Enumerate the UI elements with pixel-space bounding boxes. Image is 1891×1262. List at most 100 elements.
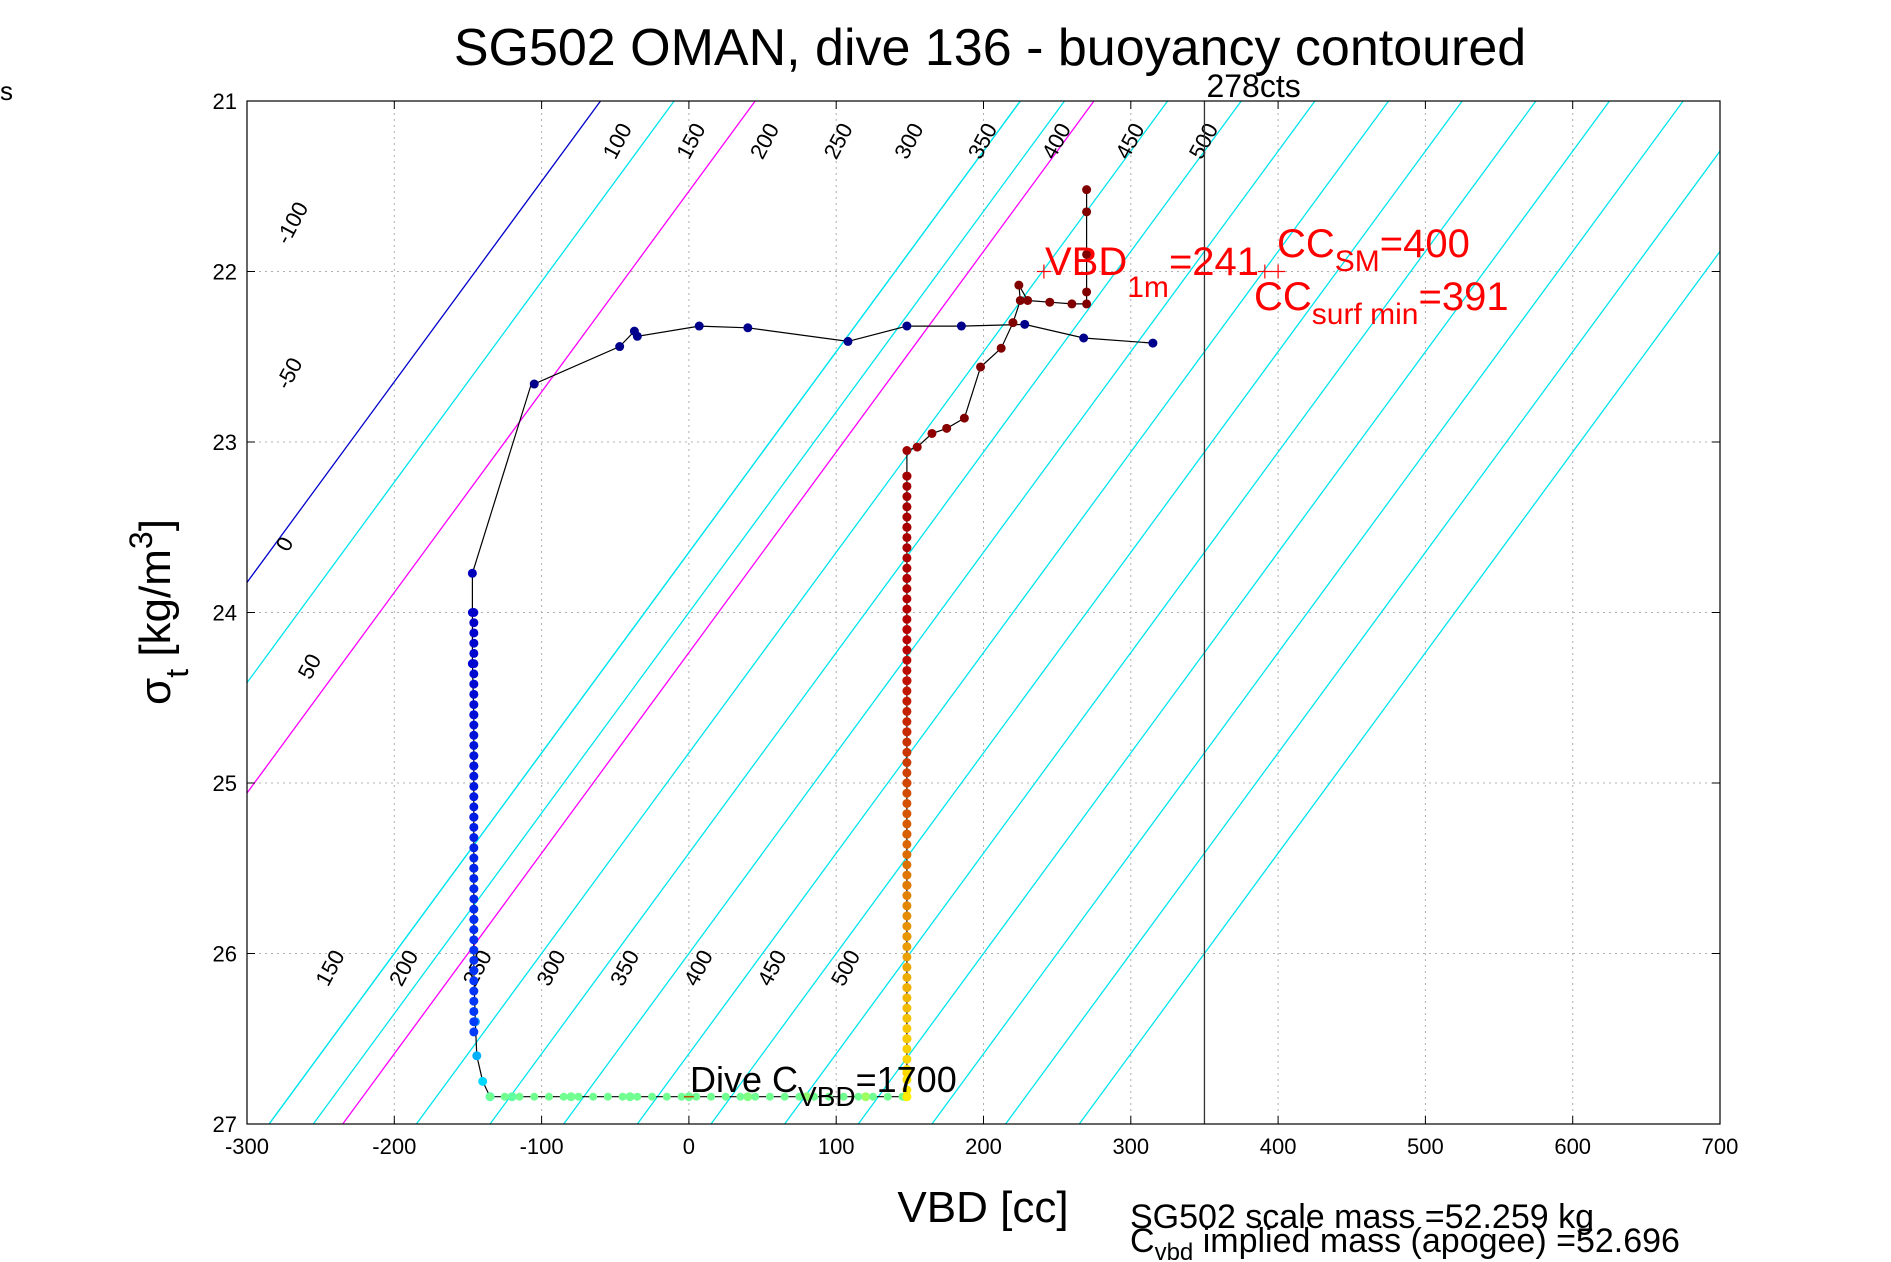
contour-line: [636, 101, 1390, 1124]
climb-point: [902, 747, 912, 757]
climb-point: [902, 635, 912, 645]
dive-point: [467, 568, 477, 578]
x-tick-label: 100: [818, 1134, 855, 1159]
cc-surf-min-main: CC: [1254, 275, 1312, 319]
dive-point: [469, 802, 479, 812]
y-tick-label: 21: [213, 89, 237, 114]
bottom-point: [500, 1092, 509, 1101]
implied-mass-label: Cvbd implied mass (apogee) =52.696: [1130, 1222, 1680, 1262]
x-tick-label: 0: [683, 1134, 695, 1159]
climb-point: [942, 423, 952, 433]
climb-point: [959, 413, 969, 423]
dive-point: [469, 935, 479, 945]
climb-point: [1082, 185, 1092, 195]
bottom-point: [869, 1092, 878, 1101]
dive-point: [469, 689, 479, 699]
surface-point: [843, 336, 853, 346]
climb-point: [902, 758, 912, 768]
dive-point: [469, 618, 479, 628]
x-tick-label: -200: [372, 1134, 416, 1159]
dive-point: [507, 1092, 517, 1102]
y-label-sup: 3: [123, 531, 159, 549]
contour-line: [857, 101, 1611, 1124]
climb-point: [902, 512, 912, 522]
climb-point: [902, 962, 912, 972]
contour-line: [710, 101, 1463, 1124]
contour-label: 0: [271, 533, 299, 556]
climb-point: [902, 1044, 912, 1054]
climb-point: [902, 1085, 912, 1095]
x-tick-label: 400: [1260, 1134, 1297, 1159]
axis-ticks: -300 -200 -100 0 100 200 300 400 500 600 700212223…: [213, 89, 1739, 1159]
climb-point: [902, 870, 912, 880]
dive-point: [469, 730, 479, 740]
x-tick-label: 300: [1112, 1134, 1149, 1159]
climb-point: [902, 446, 912, 456]
climb-point: [902, 1003, 912, 1013]
contour-label: 500: [1184, 119, 1223, 163]
climb-point: [902, 1024, 912, 1034]
climb-point: [976, 362, 986, 372]
climb-point: [902, 645, 912, 655]
x-axis-label: VBD [cc]: [897, 1183, 1068, 1232]
climb-point: [1082, 249, 1092, 259]
climb-point: [902, 993, 912, 1003]
y-tick-label: 23: [213, 430, 237, 455]
climb-point: [1008, 318, 1018, 328]
contour-line: [784, 101, 1537, 1124]
implied-main: C: [1130, 1222, 1155, 1260]
dive-point: [743, 1092, 753, 1102]
dive-point: [802, 1092, 812, 1102]
contour-label: 350: [963, 119, 1002, 163]
contour-label: 150: [310, 946, 349, 990]
y-tick-label: 25: [213, 771, 237, 796]
bottom-point: [618, 1092, 627, 1101]
contour-line: [268, 101, 1021, 1124]
climb-point: [902, 553, 912, 563]
climb-point: [902, 686, 912, 696]
bottom-point: [706, 1092, 715, 1101]
bottom-point: [633, 1092, 642, 1101]
dive-point: [469, 863, 479, 873]
x-tick-label: 600: [1554, 1134, 1591, 1159]
climb-point: [902, 584, 912, 594]
contour-label: 200: [384, 946, 423, 990]
contour-label: 450: [1110, 119, 1149, 163]
contour-label: 100: [598, 119, 637, 163]
y-axis-label: σt [kg/m3]: [123, 519, 195, 705]
dive-point: [472, 1051, 482, 1061]
bottom-point: [883, 1092, 892, 1101]
climb-point: [902, 502, 912, 512]
x-tick-label: 200: [965, 1134, 1002, 1159]
bottom-point: [824, 1092, 833, 1101]
climb-point: [902, 921, 912, 931]
dive-c-sub: VBD: [798, 1081, 856, 1112]
cc-surf-min-value: =391: [1418, 275, 1508, 319]
dive-point: [469, 700, 479, 710]
dive-point: [469, 608, 479, 617]
climb-point: [902, 983, 912, 993]
climb-point: [1015, 295, 1025, 305]
cc-sm-sub: SM: [1335, 245, 1380, 278]
bottom-point: [648, 1092, 657, 1101]
dive-point: [469, 986, 479, 996]
climb-point: [902, 850, 912, 860]
climb-point: [912, 442, 922, 452]
x-tick-label: 700: [1702, 1134, 1739, 1159]
climb-point: [902, 625, 912, 635]
climb-point: [902, 880, 912, 890]
dive-c-vbd-label: Dive CVBD=1700: [690, 1059, 957, 1112]
climb-point: [902, 655, 912, 665]
climb-point: [902, 931, 912, 941]
climb-point: [902, 809, 912, 819]
contour-line: [247, 101, 756, 795]
vbd-1m-main: VBD: [1045, 240, 1127, 284]
bottom-point: [530, 1092, 539, 1101]
surface-point: [743, 323, 753, 333]
contour-label: -100: [271, 198, 314, 249]
climb-point: [902, 471, 912, 481]
contour-line: [342, 101, 1095, 1124]
contour-line: [1005, 150, 1720, 1124]
dive-point: [469, 659, 479, 669]
dive-point: [469, 792, 479, 802]
